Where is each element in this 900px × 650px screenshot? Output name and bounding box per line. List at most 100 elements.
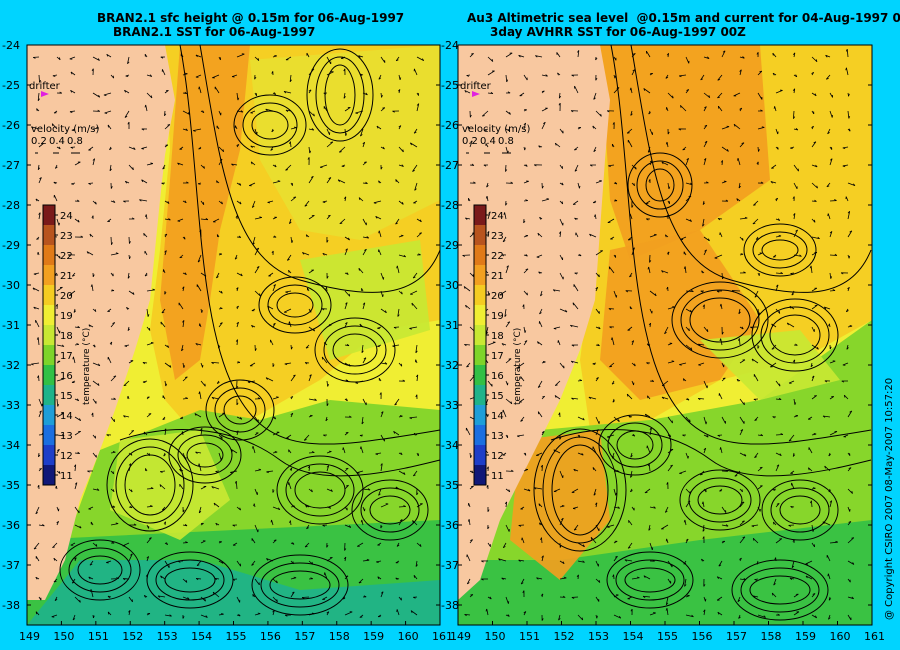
- velocity-arrow: [182, 320, 185, 328]
- velocity-arrow-head: [849, 410, 852, 413]
- velocity-arrow-head: [737, 599, 741, 602]
- latitude-label: -38: [441, 599, 459, 612]
- velocity-arrow-head: [777, 146, 779, 150]
- velocity-arrow-head: [554, 142, 557, 146]
- velocity-arrow-head: [415, 564, 418, 567]
- contour-line: [186, 442, 224, 468]
- velocity-arrow-head: [589, 164, 593, 167]
- velocity-arrow: [339, 146, 346, 153]
- velocity-arrow-head: [525, 268, 529, 270]
- velocity-arrow-head: [211, 362, 214, 365]
- velocity-arrow-head: [270, 519, 272, 523]
- sst-region: [600, 45, 770, 260]
- velocity-arrow: [74, 596, 81, 603]
- velocity-arrow: [667, 416, 673, 424]
- velocity-arrow-head: [665, 76, 669, 79]
- velocity-arrow-head: [266, 471, 269, 474]
- velocity-arrow: [326, 141, 334, 148]
- velocity-arrow-head: [132, 167, 134, 170]
- velocity-arrow-head: [563, 576, 567, 579]
- velocity-arrow-head: [128, 463, 132, 466]
- velocity-arrow-head: [772, 72, 775, 76]
- velocity-arrow-head: [304, 439, 307, 441]
- velocity-arrow-head: [185, 541, 188, 543]
- velocity-arrow-head: [682, 148, 686, 151]
- velocity-arrow: [380, 503, 389, 508]
- velocity-arrow: [589, 233, 597, 238]
- velocity-arrow: [739, 398, 745, 406]
- velocity-arrow: [703, 158, 707, 166]
- velocity-arrow: [141, 146, 148, 149]
- velocity-arrow: [236, 200, 242, 205]
- velocity-arrow: [788, 434, 795, 442]
- velocity-arrow: [846, 67, 849, 76]
- velocity-arrow-head: [402, 379, 406, 382]
- velocity-arrow: [556, 52, 561, 58]
- contour-line: [155, 559, 225, 601]
- velocity-arrow-head: [327, 214, 331, 217]
- velocity-arrow-head: [35, 611, 38, 615]
- velocity-arrow: [684, 578, 687, 587]
- velocity-arrow-head: [830, 276, 833, 279]
- velocity-arrow: [811, 375, 815, 382]
- velocity-arrow: [595, 596, 600, 602]
- velocity-arrow-head: [91, 412, 94, 416]
- velocity-arrow-head: [510, 181, 513, 184]
- velocity-arrow: [739, 416, 745, 424]
- velocity-arrow-head: [346, 398, 348, 402]
- velocity-arrow-head: [737, 158, 739, 161]
- velocity-arrow-head: [702, 529, 705, 532]
- velocity-arrow: [146, 488, 154, 490]
- velocity-arrow-head: [666, 286, 669, 290]
- velocity-arrow-head: [506, 79, 509, 83]
- velocity-arrow: [235, 481, 238, 490]
- velocity-arrow: [739, 536, 746, 544]
- velocity-arrow-head: [808, 467, 810, 471]
- velocity-arrow: [252, 236, 256, 245]
- velocity-arrow-head: [595, 77, 598, 81]
- contour-line: [164, 567, 216, 593]
- left-panel-title-line2: BRAN2.1 SST for 06-Aug-1997: [113, 25, 316, 39]
- velocity-arrow: [770, 181, 777, 184]
- velocity-arrow-head: [847, 211, 850, 214]
- velocity-arrow: [127, 272, 130, 279]
- velocity-arrow-head: [219, 307, 223, 309]
- colorbar-tick-label: 12: [491, 451, 504, 462]
- velocity-arrow: [679, 362, 687, 365]
- velocity-arrow-head: [829, 500, 832, 503]
- velocity-arrow: [739, 520, 745, 526]
- velocity-arrow-head: [761, 126, 765, 128]
- colorbar-tick-label: 18: [491, 331, 504, 342]
- velocity-arrow-head: [213, 502, 216, 506]
- longitude-label: 151: [88, 630, 109, 643]
- contour-line: [77, 555, 123, 585]
- velocity-arrow-head: [322, 524, 325, 527]
- velocity-arrow: [412, 164, 418, 172]
- velocity-arrow-head: [736, 198, 739, 202]
- velocity-arrow-head: [325, 287, 327, 290]
- contour-line: [740, 567, 820, 613]
- velocity-arrow-head: [814, 199, 817, 202]
- velocity-arrow: [487, 380, 493, 387]
- velocity-arrow-head: [359, 434, 363, 437]
- velocity-arrow: [559, 128, 564, 134]
- velocity-arrow: [73, 356, 76, 364]
- velocity-arrow-head: [540, 464, 543, 468]
- velocity-arrow: [646, 445, 651, 454]
- velocity-arrow: [92, 380, 100, 386]
- velocity-arrow-head: [848, 115, 851, 119]
- velocity-arrow-head: [55, 485, 57, 489]
- velocity-arrow-head: [752, 538, 755, 541]
- velocity-arrow: [272, 180, 281, 184]
- latitude-label: -34: [441, 439, 459, 452]
- velocity-arrow-head: [401, 201, 404, 205]
- velocity-arrow: [485, 326, 489, 335]
- velocity-arrow: [254, 217, 262, 220]
- velocity-arrow-head: [470, 539, 473, 542]
- velocity-arrow: [733, 123, 741, 130]
- velocity-arrow-head: [504, 314, 507, 317]
- velocity-arrow-head: [780, 433, 784, 435]
- colorbar-frame: [42, 204, 56, 486]
- velocity-arrow: [523, 326, 526, 333]
- velocity-arrow: [290, 591, 295, 598]
